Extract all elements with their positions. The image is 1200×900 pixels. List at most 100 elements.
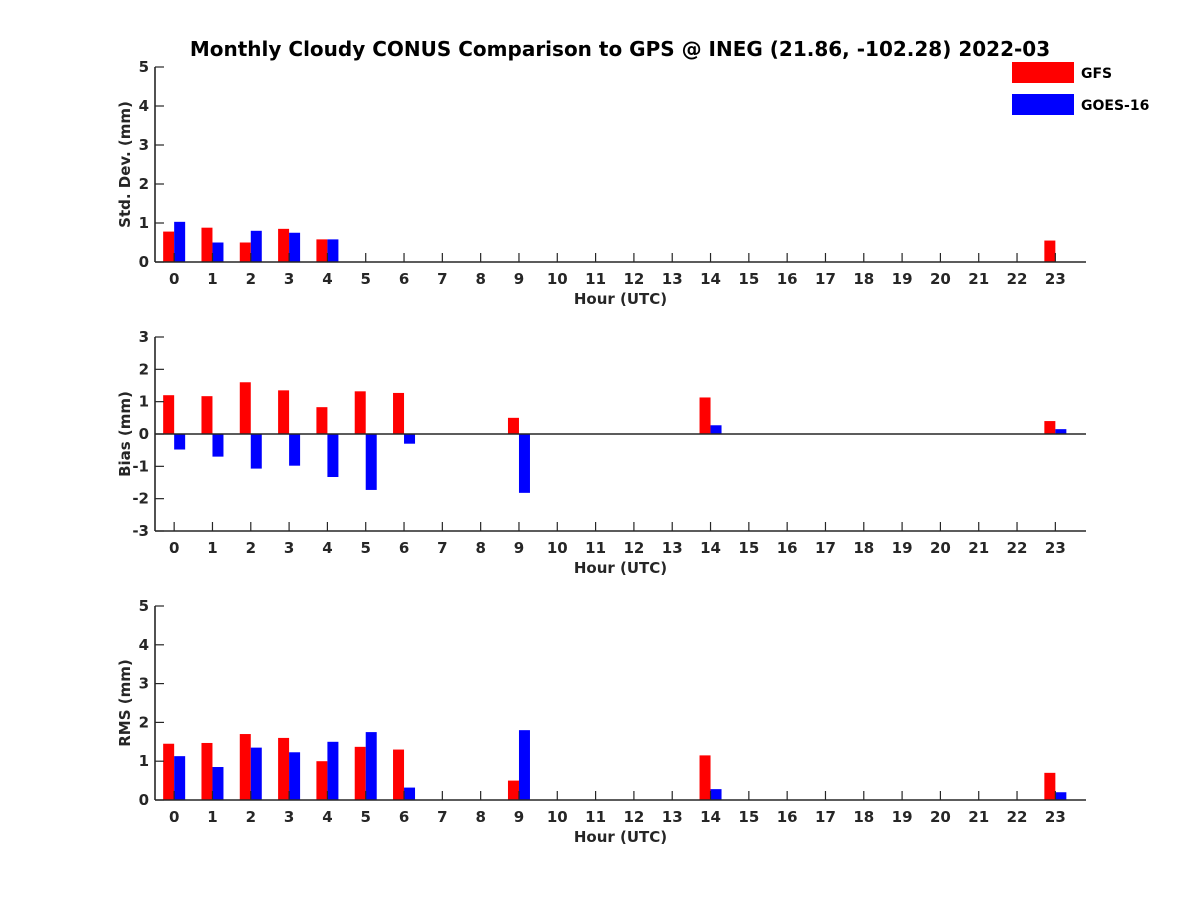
x-tick-label: 18 <box>853 539 874 557</box>
x-tick-label: 3 <box>284 539 294 557</box>
bar-goes16-hour-23 <box>1055 792 1067 800</box>
x-tick-label: 19 <box>892 270 913 288</box>
x-tick-label: 21 <box>968 539 989 557</box>
bar-gfs-hour-14 <box>699 397 711 434</box>
x-tick-label: 4 <box>322 808 332 826</box>
legend: GFS GOES-16 <box>1012 62 1149 115</box>
y-tick-label: 5 <box>139 597 149 615</box>
bar-goes16-hour-5 <box>365 732 377 800</box>
x-tick-label: 1 <box>207 808 217 826</box>
x-tick-label: 23 <box>1045 539 1066 557</box>
x-tick-label: 11 <box>585 808 606 826</box>
bar-gfs-hour-23 <box>1044 421 1056 434</box>
y-tick-label: 0 <box>139 425 149 443</box>
x-tick-label: 0 <box>169 539 179 557</box>
x-tick-label: 1 <box>207 270 217 288</box>
bar-gfs-hour-1 <box>201 396 213 434</box>
x-tick-label: 8 <box>475 808 485 826</box>
x-tick-label: 12 <box>623 539 644 557</box>
bar-goes16-hour-1 <box>212 242 224 262</box>
bar-goes16-hour-2 <box>250 230 262 262</box>
bar-gfs-hour-4 <box>316 239 328 262</box>
y-tick-label: 2 <box>139 713 149 731</box>
y-tick-label: 0 <box>139 791 149 809</box>
x-tick-label: 12 <box>623 270 644 288</box>
x-tick-label: 18 <box>853 808 874 826</box>
y-axis-label: Bias (mm) <box>116 391 134 477</box>
y-tick-label: 2 <box>139 360 149 378</box>
bar-gfs-hour-6 <box>393 749 405 800</box>
bar-goes16-hour-0 <box>174 221 186 262</box>
x-tick-label: 9 <box>514 808 524 826</box>
x-tick-label: 18 <box>853 270 874 288</box>
x-tick-label: 21 <box>968 808 989 826</box>
bar-gfs-hour-3 <box>278 737 290 800</box>
bar-gfs-hour-2 <box>239 242 251 262</box>
bar-gfs-hour-23 <box>1044 240 1056 262</box>
x-tick-label: 10 <box>547 270 568 288</box>
y-tick-label: -1 <box>132 457 149 475</box>
x-tick-label: 5 <box>361 539 371 557</box>
bar-gfs-hour-0 <box>163 743 175 800</box>
x-tick-label: 10 <box>547 808 568 826</box>
x-axis-label: Hour (UTC) <box>574 559 667 577</box>
bar-gfs-hour-23 <box>1044 772 1056 800</box>
x-tick-label: 5 <box>361 808 371 826</box>
x-tick-label: 10 <box>547 539 568 557</box>
bar-goes16-hour-14 <box>710 789 722 800</box>
y-tick-label: -2 <box>132 490 149 508</box>
x-tick-label: 5 <box>361 270 371 288</box>
y-tick-label: -3 <box>132 522 149 540</box>
bar-goes16-hour-4 <box>327 434 339 478</box>
x-tick-label: 11 <box>585 270 606 288</box>
x-tick-label: 20 <box>930 808 951 826</box>
y-tick-label: 3 <box>139 675 149 693</box>
bar-goes16-hour-6 <box>404 434 416 444</box>
x-tick-label: 4 <box>322 270 332 288</box>
bar-gfs-hour-2 <box>239 382 251 434</box>
bar-gfs-hour-3 <box>278 390 290 434</box>
x-tick-label: 22 <box>1007 539 1028 557</box>
x-tick-label: 16 <box>777 270 798 288</box>
x-tick-label: 19 <box>892 808 913 826</box>
bar-goes16-hour-4 <box>327 741 339 800</box>
y-tick-label: 2 <box>139 175 149 193</box>
y-tick-label: 3 <box>139 328 149 346</box>
bar-gfs-hour-9 <box>507 780 519 800</box>
bar-goes16-hour-1 <box>212 434 224 457</box>
x-tick-label: 3 <box>284 270 294 288</box>
x-tick-label: 14 <box>700 539 721 557</box>
x-tick-label: 13 <box>662 539 683 557</box>
x-axis-label: Hour (UTC) <box>574 828 667 846</box>
x-tick-label: 14 <box>700 808 721 826</box>
x-tick-label: 15 <box>738 270 759 288</box>
x-tick-label: 20 <box>930 270 951 288</box>
bar-gfs-hour-3 <box>278 228 290 262</box>
x-tick-label: 4 <box>322 539 332 557</box>
x-tick-label: 23 <box>1045 808 1066 826</box>
bar-goes16-hour-3 <box>289 752 301 800</box>
bar-goes16-hour-3 <box>289 232 301 262</box>
x-tick-label: 22 <box>1007 270 1028 288</box>
x-tick-label: 17 <box>815 539 836 557</box>
y-tick-label: 4 <box>139 636 149 654</box>
bar-goes16-hour-3 <box>289 434 301 466</box>
x-tick-label: 6 <box>399 808 409 826</box>
x-tick-label: 6 <box>399 539 409 557</box>
legend-swatch-goes16 <box>1012 94 1074 115</box>
x-tick-label: 3 <box>284 808 294 826</box>
bar-goes16-hour-23 <box>1055 429 1067 434</box>
x-tick-label: 15 <box>738 808 759 826</box>
chart-title: Monthly Cloudy CONUS Comparison to GPS @… <box>190 37 1050 61</box>
x-tick-label: 0 <box>169 808 179 826</box>
bar-gfs-hour-2 <box>239 734 251 800</box>
x-tick-label: 15 <box>738 539 759 557</box>
y-tick-label: 5 <box>139 58 149 76</box>
bar-goes16-hour-4 <box>327 239 339 262</box>
y-tick-label: 1 <box>139 393 149 411</box>
bar-gfs-hour-5 <box>354 391 366 434</box>
bar-gfs-hour-4 <box>316 761 328 800</box>
